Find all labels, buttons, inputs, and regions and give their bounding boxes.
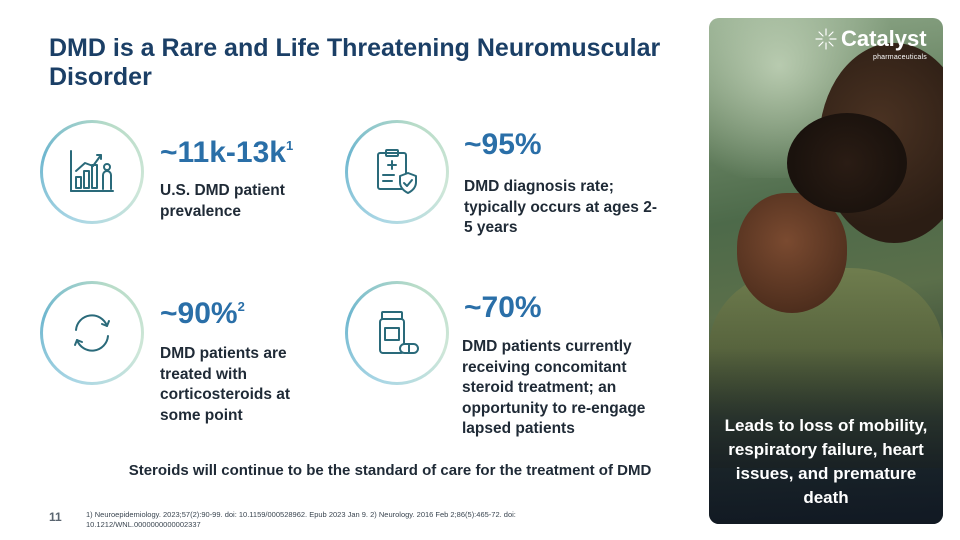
stat-value: ~11k-13k1 — [160, 136, 294, 169]
stat-ring — [345, 120, 449, 224]
stat-ring — [345, 281, 449, 385]
clipboard-shield-icon — [377, 149, 417, 194]
stat-value: ~90%2 — [160, 297, 245, 330]
slide-title: DMD is a Rare and Life Threatening Neuro… — [49, 34, 661, 91]
logo-subtitle: pharmaceuticals — [873, 54, 927, 61]
footnote: 1) Neuroepidemiology. 2023;57(2):90-99. … — [86, 510, 516, 529]
photo-caption: Leads to loss of mobility, respiratory f… — [724, 416, 928, 507]
cycle-arrows-icon — [74, 314, 110, 352]
stat-value: ~95% — [464, 128, 542, 161]
stat-description: DMD patients currently receiving concomi… — [462, 338, 646, 437]
chart-person-icon — [70, 150, 114, 192]
stat-description: DMD diagnosis rate; typically occurs at … — [464, 178, 657, 236]
pill-bottle-icon — [379, 311, 419, 354]
stat-value: ~70% — [464, 291, 542, 324]
stat-ring — [40, 120, 144, 224]
hero-photo: Catalyst pharmaceuticals Leads to loss o… — [709, 18, 943, 524]
stat-description: U.S. DMD patient prevalence — [160, 182, 285, 220]
starburst-logo-icon — [815, 28, 837, 50]
tagline: Steroids will continue to be the standar… — [128, 462, 652, 479]
logo-name: Catalyst — [841, 26, 927, 51]
stat-ring — [40, 281, 144, 385]
slide-number: 11 — [49, 510, 62, 524]
stat-description: DMD patients are treated with corticoste… — [160, 345, 291, 424]
